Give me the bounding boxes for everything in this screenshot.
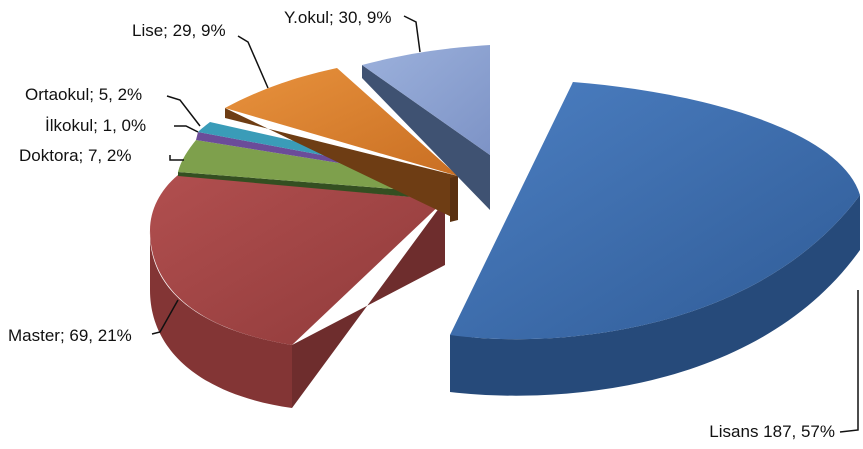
slice-master-side [149,230,292,408]
label-ilkokul: İlkokul; 1, 0% [45,116,146,135]
slice-doktora-side [178,172,445,200]
slice-lisans-side [450,195,860,396]
slice-yokul [362,45,490,210]
leader-lisans [839,290,859,433]
label-lise: Lise; 29, 9% [132,21,226,40]
slice-lise-side-right [450,176,458,222]
leader-doktora [169,155,184,161]
leader-lise [237,35,269,89]
slice-lise-side [225,108,458,220]
slice-lise-top [225,68,458,176]
slice-yokul-top [362,45,490,155]
label-doktora: Doktora; 7, 2% [19,146,131,165]
slice-lisans [450,82,860,396]
leader-ortaokul [166,95,201,127]
leader-master [151,299,179,335]
slice-yokul-side [362,65,490,210]
label-ortaokul: Ortaokul; 5, 2% [25,85,142,104]
slice-master-top [150,175,445,345]
leader-yokul [403,15,421,53]
slice-master [149,175,445,408]
slice-master-wall [292,200,445,408]
slice-lise [225,68,458,222]
label-yokul: Y.okul; 30, 9% [284,8,391,27]
label-lisans: Lisans 187, 57% [709,422,835,441]
slice-lisans-top [450,82,860,340]
label-master: Master; 69, 21% [8,326,132,345]
leader-ilkokul [174,125,199,133]
